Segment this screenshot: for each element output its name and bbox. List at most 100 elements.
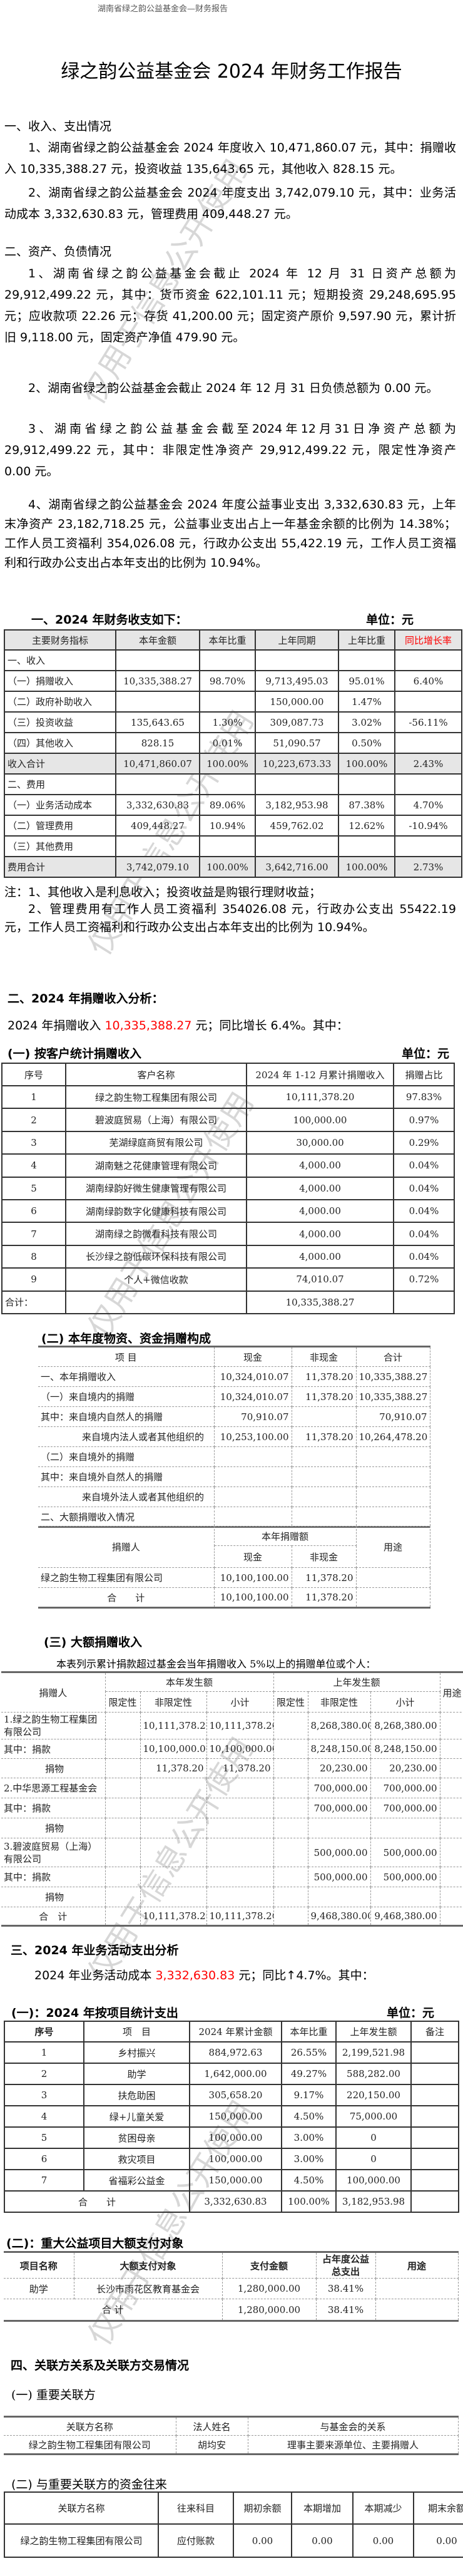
- column-header: 本年发生额: [104, 1672, 274, 1692]
- table-cell: 1,280,000.00: [221, 2299, 317, 2321]
- table-cell: [338, 835, 395, 857]
- table-cell: [410, 2126, 459, 2149]
- table-cell: 一、收入: [4, 649, 116, 671]
- table-cell: 10,223,673.33: [255, 753, 339, 775]
- table-cell: [410, 2041, 459, 2064]
- table-cell: 10,100,000.00: [206, 1739, 274, 1759]
- page-title: 绿之韵公益基金会 2024 年财务工作报告: [61, 61, 402, 83]
- table-cell: 30,000.00: [246, 1130, 394, 1155]
- table-cell: [291, 1446, 357, 1467]
- column-header: 本年金额: [115, 629, 200, 651]
- table-cell: 26.55%: [281, 2041, 337, 2064]
- table-cell: 10,100,100.00: [213, 1567, 292, 1588]
- table-row: 捐物: [1, 1887, 463, 1907]
- table-heading: 一、2024 年财务收支如下：: [31, 613, 188, 627]
- table-cell: -10.94%: [394, 815, 462, 837]
- table-cell: 98.70%: [199, 670, 256, 692]
- table-cell: [213, 1486, 292, 1507]
- table-cell: 扶危助困: [83, 2084, 190, 2106]
- table-cell: 合 计: [1, 1907, 106, 1926]
- table-cell: [394, 732, 462, 754]
- table-cell: [206, 1818, 274, 1838]
- financial-summary-table: 主要财务指标 本年金额 本年比重 上年同期 上年比重 同比增长率 一、收入 （一）捐赠收入 10…: [4, 629, 462, 878]
- column-header: 捐赠人: [38, 1526, 215, 1568]
- column-header: 非现金: [291, 1346, 357, 1367]
- table-cell: [370, 1818, 440, 1838]
- donation-composition-table: 项 目现金 非现金 合计 一、本年捐赠收入 10,324,010.07 11,378.20…: [38, 1346, 430, 1528]
- table-cell: 8: [1, 1244, 66, 1269]
- table-cell: 220,150.00: [335, 2084, 412, 2106]
- column-header: 关联方名称: [4, 2491, 159, 2525]
- table-row: 捐物: [1, 1818, 463, 1838]
- table-cell: [355, 1587, 430, 1608]
- table-cell: 10,335,388.27: [355, 1366, 430, 1387]
- table-row: 来自境内法人或者其他组织的 10,253,100.00 11,378.20 10,26…: [38, 1426, 430, 1447]
- column-header: 本年比重: [199, 629, 256, 651]
- column-header: 与基金会的关系: [247, 2416, 459, 2436]
- table-cell: 305,658.20: [189, 2084, 282, 2106]
- table-cell: 828.15: [115, 732, 200, 754]
- column-header: 项目名称: [4, 2252, 74, 2279]
- table-row: 2 碧波庭贸易（上海）有限公司 100,000.00 0.97%: [1, 1108, 455, 1132]
- table-cell: 1.30%: [199, 711, 256, 733]
- column-header: 客户名称: [65, 1063, 247, 1086]
- table-cell: 70,910.07: [355, 1406, 430, 1427]
- table-row: 其中：捐款 500,000.00 500,000.00: [1, 1867, 463, 1887]
- table-cell: 7: [4, 2169, 84, 2192]
- table-cell: 51,090.57: [255, 732, 339, 754]
- table-cell: 10,253,100.00: [213, 1426, 292, 1447]
- section-heading: 二、2024 年捐赠收入分析：: [8, 992, 164, 1006]
- table-cell: 应付账款: [158, 2523, 234, 2558]
- table-cell: 绿之韵生物工程集团有限公司: [4, 2523, 159, 2558]
- table-cell: [206, 1838, 274, 1867]
- table-cell: [255, 649, 339, 671]
- table-cell: 2: [1, 1108, 66, 1132]
- table-cell: 绿之韵生物工程集团有限公司: [65, 1084, 247, 1110]
- table-cell: 9,468,380.00: [370, 1907, 440, 1926]
- table-cell: 4,000.00: [246, 1176, 394, 1200]
- table-cell: 500,000.00: [370, 1867, 440, 1887]
- table-cell: 100.00%: [338, 753, 395, 775]
- table-header-row: 序号 客户名称 2024 年 1-12 月累计捐赠收入 捐赠占比: [1, 1063, 455, 1086]
- table-cell: 11,378.20: [291, 1567, 357, 1588]
- table-cell: [115, 649, 200, 671]
- table-cell: 8,248,150.00: [370, 1739, 440, 1759]
- table-cell: [115, 835, 200, 857]
- table-header-row: 限定性 非限定性 小计 限定性 非限定性 小计: [1, 1691, 463, 1713]
- table-cell: 12.62%: [338, 815, 395, 837]
- table-row: 其中：捐款 10,100,000.00 10,100,000.00 8,248,150…: [1, 1739, 463, 1759]
- table-cell: 100.00%: [338, 856, 395, 878]
- table-cell: 11,378.20: [140, 1758, 207, 1778]
- table-cell: 87.38%: [338, 794, 395, 816]
- column-header: 现金: [213, 1346, 292, 1367]
- table-cell: 贫困母亲: [83, 2126, 190, 2149]
- table-cell: 135,643.65: [115, 711, 200, 733]
- table-cell: 来自境外法人或者其他组织的: [38, 1486, 215, 1507]
- table-row: 合 计 10,111,378.20 10,111,378.20 9,468,380.0…: [1, 1907, 463, 1926]
- section-heading: 三、2024 年业务活动支出分析: [11, 1944, 179, 1957]
- table-cell: 救灾项目: [83, 2148, 190, 2170]
- subsection-heading: (二) 与重要关联方的资金往来: [11, 2478, 167, 2491]
- table-cell: 700,000.00: [370, 1798, 440, 1818]
- column-header: 期初余额: [233, 2491, 292, 2525]
- table-cell: 3,332,630.83: [115, 794, 200, 816]
- table-cell: 0.00: [352, 2523, 414, 2558]
- table-cell: 其中：来自境外自然人的捐赠: [38, 1466, 215, 1487]
- table-row: 合计： 10,335,388.27: [1, 1290, 455, 1314]
- table-cell: 8,268,380.00: [307, 1712, 371, 1739]
- table-cell: [393, 1290, 455, 1314]
- table-cell: 湖南绿韵好微生健康管理有限公司: [65, 1176, 247, 1200]
- table-cell: 10,100,000.00: [140, 1739, 207, 1759]
- table-cell: [355, 1567, 430, 1588]
- table-cell: 合 计: [4, 2299, 223, 2321]
- table-cell: 3,182,953.98: [255, 794, 339, 816]
- table-row: 1.绿之韵生物工程集团有限公司 10,111,378.20 10,111,378.2…: [1, 1712, 463, 1739]
- table-cell: [439, 1739, 463, 1759]
- large-donation-table: 捐赠人 本年发生额 上年发生额 用途 限定性 非限定性 小计 限定性 非限定性 小计 1.绿之韵生物…: [1, 1671, 463, 1927]
- column-header: 小计: [206, 1691, 274, 1713]
- column-header: 小计: [370, 1691, 440, 1713]
- table-cell: 理事主要来源单位、主要捐赠人: [247, 2435, 459, 2455]
- table-cell: [140, 1778, 207, 1798]
- table-cell: 湖南绿之韵微看科技有限公司: [65, 1222, 247, 1246]
- column-header: 用途: [375, 2252, 459, 2279]
